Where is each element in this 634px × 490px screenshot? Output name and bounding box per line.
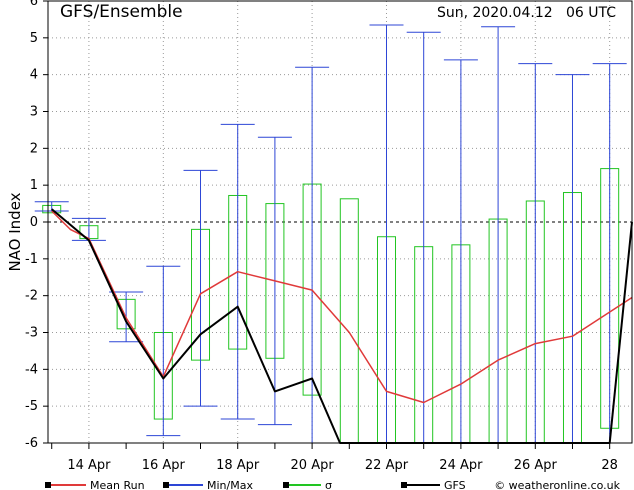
legend-marker-gfs xyxy=(401,482,407,488)
legend-label-mean-run: Mean Run xyxy=(90,479,145,490)
sigma-box xyxy=(339,198,359,444)
minmax-layer xyxy=(34,24,627,443)
run-date: Sun, 2020.04.12 06 UTC xyxy=(437,5,616,21)
y-tick-label: -4 xyxy=(25,362,38,377)
legend-marker-sigma xyxy=(283,482,289,488)
legend-label-min-max: Min/Max xyxy=(207,479,253,490)
y-axis-label: NAO Index xyxy=(6,192,24,271)
x-tick-label: 18 Apr xyxy=(216,458,260,473)
legend: Mean Run Min/Max σ GFS © weatheronline.c… xyxy=(45,479,621,490)
y-tick-label: -6 xyxy=(25,436,38,451)
y-axis-ticks: -6 -5 -4 -3 -2 -1 0 1 2 3 4 5 6 xyxy=(25,0,48,451)
y-tick-label: 0 xyxy=(30,215,38,230)
y-tick-label: 1 xyxy=(30,178,38,193)
y-tick-label: -3 xyxy=(25,326,38,341)
legend-item-min-max: Min/Max xyxy=(163,479,253,490)
x-tick-label: 20 Apr xyxy=(291,458,335,473)
y-tick-label: -5 xyxy=(25,399,38,414)
sigma-layer xyxy=(42,168,620,444)
legend-item-gfs: GFS xyxy=(401,479,466,490)
x-tick-label: 24 Apr xyxy=(439,458,483,473)
y-tick-label: 2 xyxy=(30,141,38,156)
y-tick-label: -2 xyxy=(25,289,38,304)
legend-marker-min-max xyxy=(163,482,169,488)
chart-title: GFS/Ensemble xyxy=(60,2,183,22)
y-tick-label: -1 xyxy=(25,252,38,267)
y-tick-label: 6 xyxy=(30,0,38,9)
series-layer xyxy=(51,208,633,444)
x-tick-label: 14 Apr xyxy=(67,458,111,473)
legend-item-sigma: σ xyxy=(283,479,332,490)
legend-item-mean-run: Mean Run xyxy=(45,479,145,490)
x-tick-label: 16 Apr xyxy=(142,458,186,473)
series-line-mean-run xyxy=(51,210,633,404)
legend-label-sigma: σ xyxy=(325,479,332,490)
x-tick-label: 26 Apr xyxy=(514,458,558,473)
y-tick-label: 5 xyxy=(30,31,38,46)
legend-marker-mean-run xyxy=(45,482,51,488)
credit-text: © weatheronline.co.uk xyxy=(494,479,620,490)
x-axis-ticks: 14 Apr 16 Apr 18 Apr 20 Apr 22 Apr 24 Apr 26 A… xyxy=(51,443,618,473)
y-tick-label: 3 xyxy=(30,105,38,120)
x-tick-label: 22 Apr xyxy=(365,458,409,473)
legend-label-gfs: GFS xyxy=(444,479,466,490)
y-tick-label: 4 xyxy=(30,68,38,83)
series-line-gfs xyxy=(51,208,633,444)
x-tick-label: 28 xyxy=(601,458,618,473)
